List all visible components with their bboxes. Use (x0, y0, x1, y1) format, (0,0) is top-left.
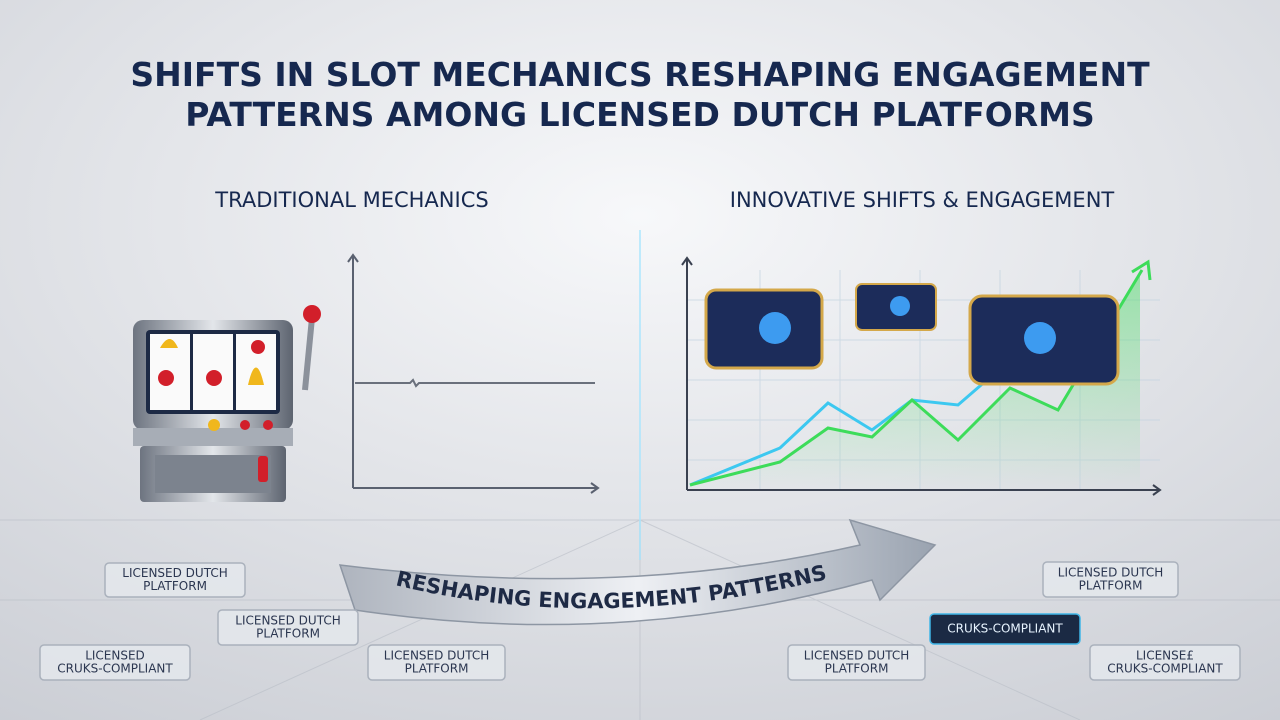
badge-text: LICENSE£ (1136, 649, 1194, 663)
badge-text: CRUKS-COMPLIANT (947, 622, 1063, 636)
title-line: SHIFTS IN SLOT MECHANICS RESHAPING ENGAG… (130, 55, 1150, 94)
badge-text: LICENSED DUTCH (384, 649, 489, 663)
badge-box (1042, 561, 1179, 598)
slot-machine (133, 305, 321, 502)
badge-text: CRUKS-COMPLIANT (57, 662, 173, 676)
badge-text: PLATFORM (405, 662, 469, 676)
badge-text: CRUKS-COMPLIANT (1107, 662, 1223, 676)
panel-heading: TRADITIONAL MECHANICS (214, 188, 488, 212)
badge-box (367, 644, 506, 681)
badge-box (39, 644, 191, 681)
badge-text: LICENSED (85, 649, 145, 663)
badge-text: LICENSED DUTCH (1058, 566, 1163, 580)
badge-text: LICENSED DUTCH (122, 566, 227, 580)
badge-text: PLATFORM (256, 627, 320, 641)
badge-text: PLATFORM (1079, 579, 1143, 593)
badge-box (787, 644, 926, 681)
badge-box (929, 613, 1081, 645)
badge-text: PLATFORM (825, 662, 889, 676)
panel-heading: INNOVATIVE SHIFTS & ENGAGEMENT (730, 188, 1115, 212)
badge-text: LICENSED DUTCH (235, 614, 340, 628)
badge-text: PLATFORM (143, 579, 207, 593)
right-chart (681, 256, 1162, 496)
left-chart (347, 253, 600, 494)
badge-box (217, 609, 359, 646)
title-line: PATTERNS AMONG LICENSED DUTCH PLATFORMS (185, 95, 1095, 134)
badge-text: LICENSED DUTCH (804, 649, 909, 663)
badge: LICENSE£CRUKS-COMPLIANT (1089, 644, 1241, 681)
badge-box (104, 562, 246, 598)
badge-box (1089, 644, 1241, 681)
badge: CRUKS-COMPLIANT (929, 613, 1081, 645)
